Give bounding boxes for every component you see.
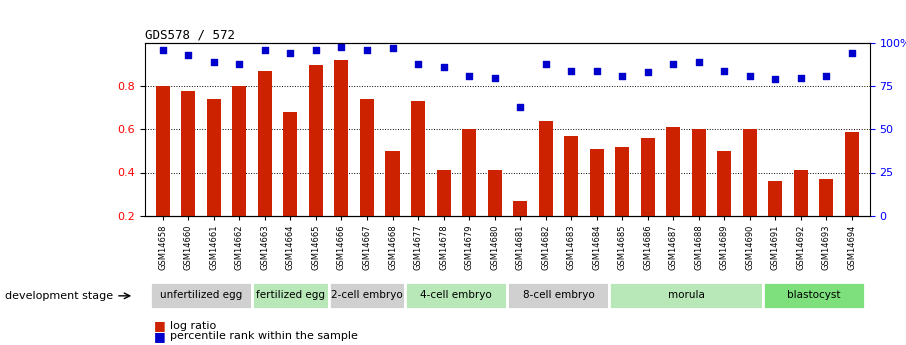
Point xyxy=(615,73,630,79)
Text: development stage: development stage xyxy=(5,291,112,301)
Point xyxy=(513,104,527,110)
Bar xyxy=(641,138,655,259)
Point xyxy=(794,75,808,80)
Text: 8-cell embryo: 8-cell embryo xyxy=(523,290,594,300)
Bar xyxy=(156,86,169,259)
Bar xyxy=(564,136,578,259)
Text: 4-cell embryo: 4-cell embryo xyxy=(420,290,492,300)
Bar xyxy=(666,127,680,259)
Text: blastocyst: blastocyst xyxy=(787,290,841,300)
Point xyxy=(590,68,604,73)
Point xyxy=(487,75,502,80)
Point xyxy=(334,44,349,49)
Bar xyxy=(794,170,808,259)
Bar xyxy=(385,151,400,259)
Point xyxy=(257,47,272,53)
Bar xyxy=(610,282,763,309)
Point xyxy=(410,61,425,67)
Bar xyxy=(411,101,425,259)
Bar xyxy=(718,151,731,259)
Bar xyxy=(258,71,272,259)
Point xyxy=(564,68,578,73)
Bar xyxy=(743,129,757,259)
Point xyxy=(768,77,783,82)
Bar xyxy=(207,99,221,259)
Bar xyxy=(329,282,405,309)
Point xyxy=(743,73,757,79)
Bar xyxy=(539,121,553,259)
Point xyxy=(717,68,731,73)
Point xyxy=(641,70,655,75)
Text: ■: ■ xyxy=(154,330,166,343)
Bar xyxy=(232,86,246,259)
Text: unfertilized egg: unfertilized egg xyxy=(160,290,242,300)
Bar xyxy=(513,200,527,259)
Bar xyxy=(309,65,323,259)
Point xyxy=(666,61,680,67)
Bar xyxy=(819,179,834,259)
Text: log ratio: log ratio xyxy=(170,321,217,331)
Bar xyxy=(405,282,507,309)
Bar xyxy=(845,131,859,259)
Point xyxy=(232,61,246,67)
Bar xyxy=(763,282,864,309)
Bar xyxy=(284,112,297,259)
Bar xyxy=(181,90,196,259)
Text: 2-cell embryo: 2-cell embryo xyxy=(331,290,403,300)
Point xyxy=(207,59,221,65)
Bar xyxy=(487,170,502,259)
Bar xyxy=(334,60,349,259)
Text: ■: ■ xyxy=(154,319,166,333)
Bar xyxy=(360,99,374,259)
Point xyxy=(819,73,834,79)
Text: percentile rank within the sample: percentile rank within the sample xyxy=(170,332,358,341)
Bar xyxy=(252,282,329,309)
Bar xyxy=(615,147,630,259)
Bar xyxy=(437,170,450,259)
Point xyxy=(691,59,706,65)
Text: GDS578 / 572: GDS578 / 572 xyxy=(145,29,235,42)
Bar xyxy=(768,181,783,259)
Bar xyxy=(507,282,610,309)
Point xyxy=(437,65,451,70)
Point xyxy=(309,47,323,53)
Bar xyxy=(462,129,476,259)
Point xyxy=(284,51,298,56)
Point xyxy=(538,61,553,67)
Point xyxy=(181,52,196,58)
Bar xyxy=(692,129,706,259)
Point xyxy=(462,73,477,79)
Point xyxy=(385,46,400,51)
Point xyxy=(156,47,170,53)
Point xyxy=(360,47,374,53)
Point xyxy=(844,51,859,56)
Text: fertilized egg: fertilized egg xyxy=(255,290,325,300)
Text: morula: morula xyxy=(668,290,705,300)
Bar xyxy=(590,149,603,259)
Bar xyxy=(150,282,252,309)
